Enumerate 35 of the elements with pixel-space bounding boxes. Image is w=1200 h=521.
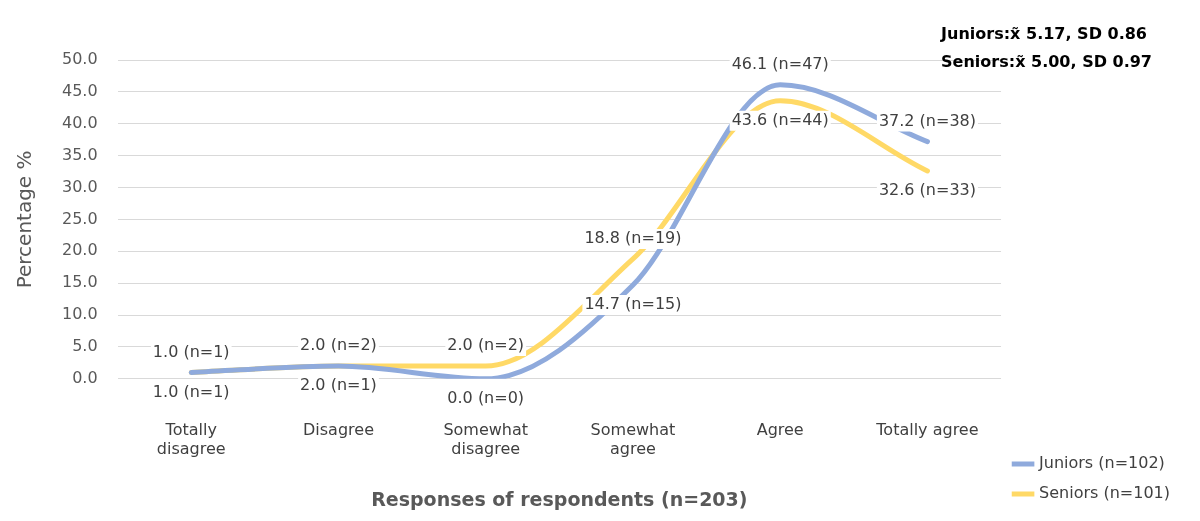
x-tick-label: Totally disagree <box>156 419 226 458</box>
x-tick-label: Agree <box>756 419 804 439</box>
data-label: 2.0 (n=1) <box>300 375 377 395</box>
x-tick-label: Somewhat agree <box>590 419 676 458</box>
y-tick-label: 25.0 <box>62 208 98 228</box>
data-label: 2.0 (n=2) <box>300 335 377 355</box>
y-tick-label: 10.0 <box>62 304 98 324</box>
text: Juniors:x̃ 5.17, SD 0.86 <box>941 23 1148 45</box>
data-label: 0.0 (n=0) <box>447 387 525 407</box>
annotation: Seniors:x̃ 5.00, SD 0.97 <box>941 51 1152 73</box>
data-label: 43.6 (n=44) <box>731 109 829 129</box>
y-tick-label: 5.0 <box>72 336 98 356</box>
y-tick-label: 40.0 <box>62 112 98 132</box>
y-tick-label: 0.0 <box>72 367 98 387</box>
data-label: 37.2 (n=38) <box>878 110 976 130</box>
data-label: 1.0 (n=1) <box>152 341 230 361</box>
data-label: 2.0 (n=2) <box>447 335 525 355</box>
y-axis-title: Percentage % <box>12 150 37 289</box>
y-tick-label: 45.0 <box>62 81 98 101</box>
data-label: 46.1 (n=47) <box>731 54 829 74</box>
x-tick-label: Totally agree <box>875 419 979 439</box>
x-tick-label: Somewhat disagree <box>443 419 529 458</box>
y-tick-label: 20.0 <box>62 240 98 260</box>
data-label: 18.8 (n=19) <box>584 228 682 248</box>
legend-label: Juniors (n=102) <box>1038 453 1165 473</box>
data-label: 32.6 (n=33) <box>878 180 976 200</box>
data-label: 1.0 (n=1) <box>152 381 230 401</box>
y-tick-label: 15.0 <box>62 272 98 292</box>
x-tick-label: Disagree <box>302 419 374 439</box>
y-tick-label: 30.0 <box>62 176 98 196</box>
legend-label: Seniors (n=101) <box>1039 483 1171 503</box>
y-tick-label: 35.0 <box>62 144 98 164</box>
x-axis-title: Responses of respondents (n=203) <box>371 487 748 510</box>
data-label: 14.7 (n=15) <box>584 294 682 314</box>
y-tick-label: 50.0 <box>62 49 98 69</box>
